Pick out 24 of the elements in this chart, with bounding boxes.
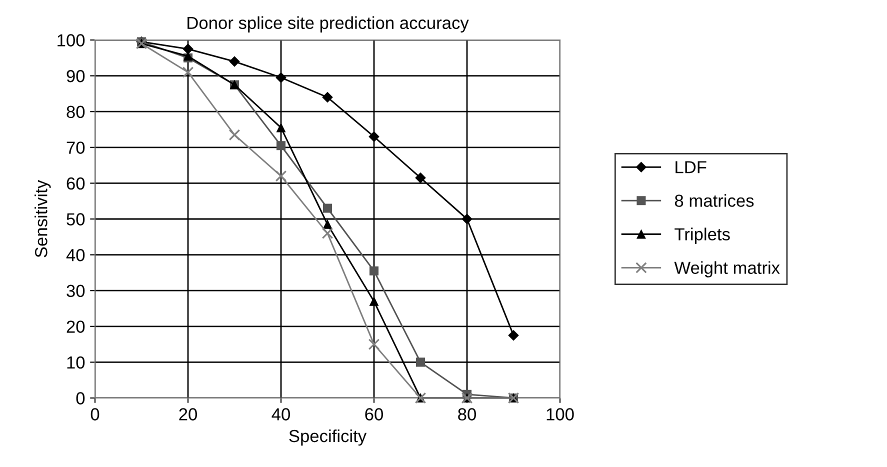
y-tick-label: 20 <box>66 320 85 333</box>
y-tick-label: 10 <box>67 356 85 369</box>
x-tick-label: 100 <box>546 408 574 420</box>
x-tick-label: 0 <box>90 408 100 420</box>
x-tick-label: 80 <box>458 408 476 420</box>
legend-label: 8 matrices <box>674 194 754 207</box>
y-tick-label: 30 <box>66 284 85 298</box>
legend-label: LDF <box>676 161 706 174</box>
y-tick-label: 90 <box>66 70 85 82</box>
legend-label: Weight matrix <box>674 261 780 278</box>
y-tick-label: 50 <box>66 213 85 226</box>
y-tick-label: 100 <box>58 34 85 46</box>
chart-title: Donor splice site prediction accuracy <box>188 16 469 32</box>
y-tick-label: 60 <box>66 177 85 190</box>
x-tick-label: 20 <box>179 408 197 420</box>
y-tick-label: 70 <box>66 142 85 154</box>
x-tick-label: 40 <box>272 408 290 420</box>
y-tick-label: 0 <box>76 392 85 404</box>
y-axis-title: Sensitivity <box>34 180 51 258</box>
y-tick-label: 40 <box>66 248 85 262</box>
x-tick-label: 60 <box>365 408 383 420</box>
legend-label: Triplets <box>674 228 730 244</box>
x-axis-title: Specificity <box>289 429 367 446</box>
y-tick-label: 80 <box>66 106 85 118</box>
